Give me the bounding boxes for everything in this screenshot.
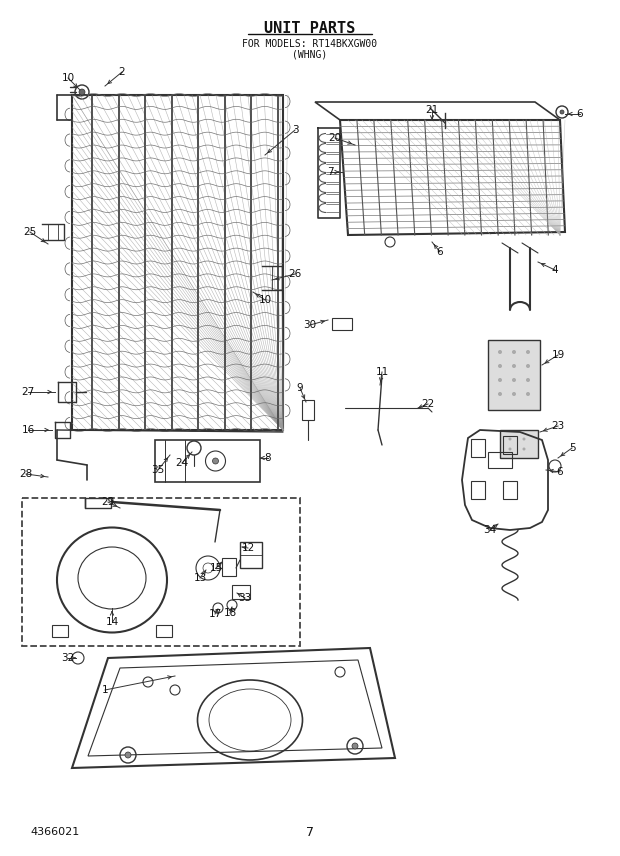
Bar [156, 625, 172, 637]
Text: 4366021: 4366021 [30, 827, 79, 837]
Text: 14: 14 [105, 617, 118, 627]
Bar [52, 625, 68, 637]
Text: 8: 8 [265, 453, 272, 463]
Text: 13: 13 [193, 573, 206, 583]
Text: 20: 20 [329, 133, 342, 143]
Circle shape [79, 89, 85, 95]
Text: 34: 34 [484, 525, 497, 535]
Text: 10: 10 [259, 295, 272, 305]
Text: 18: 18 [223, 608, 237, 618]
Circle shape [125, 752, 131, 758]
Text: 12: 12 [241, 543, 255, 553]
Circle shape [526, 392, 530, 396]
Bar [222, 558, 236, 576]
Text: 11: 11 [375, 367, 389, 377]
Bar [503, 481, 517, 499]
Text: UNIT PARTS: UNIT PARTS [264, 21, 356, 35]
Circle shape [526, 364, 530, 368]
Bar [240, 542, 262, 568]
Text: 22: 22 [422, 399, 435, 409]
Text: 15: 15 [210, 563, 223, 573]
Bar [85, 498, 111, 508]
Circle shape [352, 743, 358, 749]
Bar [488, 340, 540, 410]
Text: 1: 1 [102, 685, 108, 695]
Text: 24: 24 [175, 458, 188, 468]
Text: 9: 9 [297, 383, 303, 393]
Text: 6: 6 [557, 467, 564, 477]
Text: 26: 26 [288, 269, 301, 279]
Circle shape [508, 437, 512, 441]
Text: 28: 28 [19, 469, 33, 479]
Text: 17: 17 [208, 609, 221, 619]
Text: 30: 30 [303, 320, 317, 330]
Text: 25: 25 [24, 227, 37, 237]
Text: 35: 35 [151, 465, 165, 475]
Circle shape [512, 364, 516, 368]
Circle shape [523, 448, 526, 450]
Text: 3: 3 [291, 125, 298, 135]
Bar [155, 440, 260, 482]
Text: (WHNG): (WHNG) [293, 49, 327, 59]
Circle shape [213, 458, 218, 464]
Circle shape [512, 378, 516, 382]
Text: FOR MODELS: RT14BKXGW00: FOR MODELS: RT14BKXGW00 [242, 39, 378, 49]
Circle shape [498, 364, 502, 368]
Circle shape [508, 448, 512, 450]
Text: 21: 21 [425, 105, 438, 115]
Circle shape [560, 110, 564, 114]
Bar [471, 439, 485, 457]
Text: 2: 2 [118, 67, 125, 77]
Bar [503, 436, 517, 454]
Text: 5: 5 [569, 443, 575, 453]
Text: 7: 7 [306, 825, 314, 839]
Bar [302, 400, 314, 420]
Bar [471, 481, 485, 499]
Text: 23: 23 [551, 421, 565, 431]
Bar [22, 498, 300, 646]
Text: 27: 27 [21, 387, 35, 397]
Text: 6: 6 [577, 109, 583, 119]
Circle shape [512, 392, 516, 396]
Circle shape [512, 350, 516, 354]
Bar [332, 318, 352, 330]
Bar [488, 452, 512, 468]
Bar [232, 585, 250, 599]
Text: 16: 16 [21, 425, 35, 435]
Circle shape [526, 350, 530, 354]
Text: 33: 33 [238, 593, 252, 603]
Circle shape [523, 437, 526, 441]
Text: 10: 10 [61, 73, 74, 83]
Text: 19: 19 [551, 350, 565, 360]
Circle shape [498, 392, 502, 396]
Text: 7: 7 [327, 167, 334, 177]
Text: 29: 29 [102, 497, 115, 507]
Bar [500, 430, 538, 458]
Circle shape [526, 378, 530, 382]
Text: 6: 6 [436, 247, 443, 257]
Circle shape [498, 378, 502, 382]
Text: 4: 4 [552, 265, 559, 275]
Circle shape [498, 350, 502, 354]
Text: 32: 32 [61, 653, 74, 663]
